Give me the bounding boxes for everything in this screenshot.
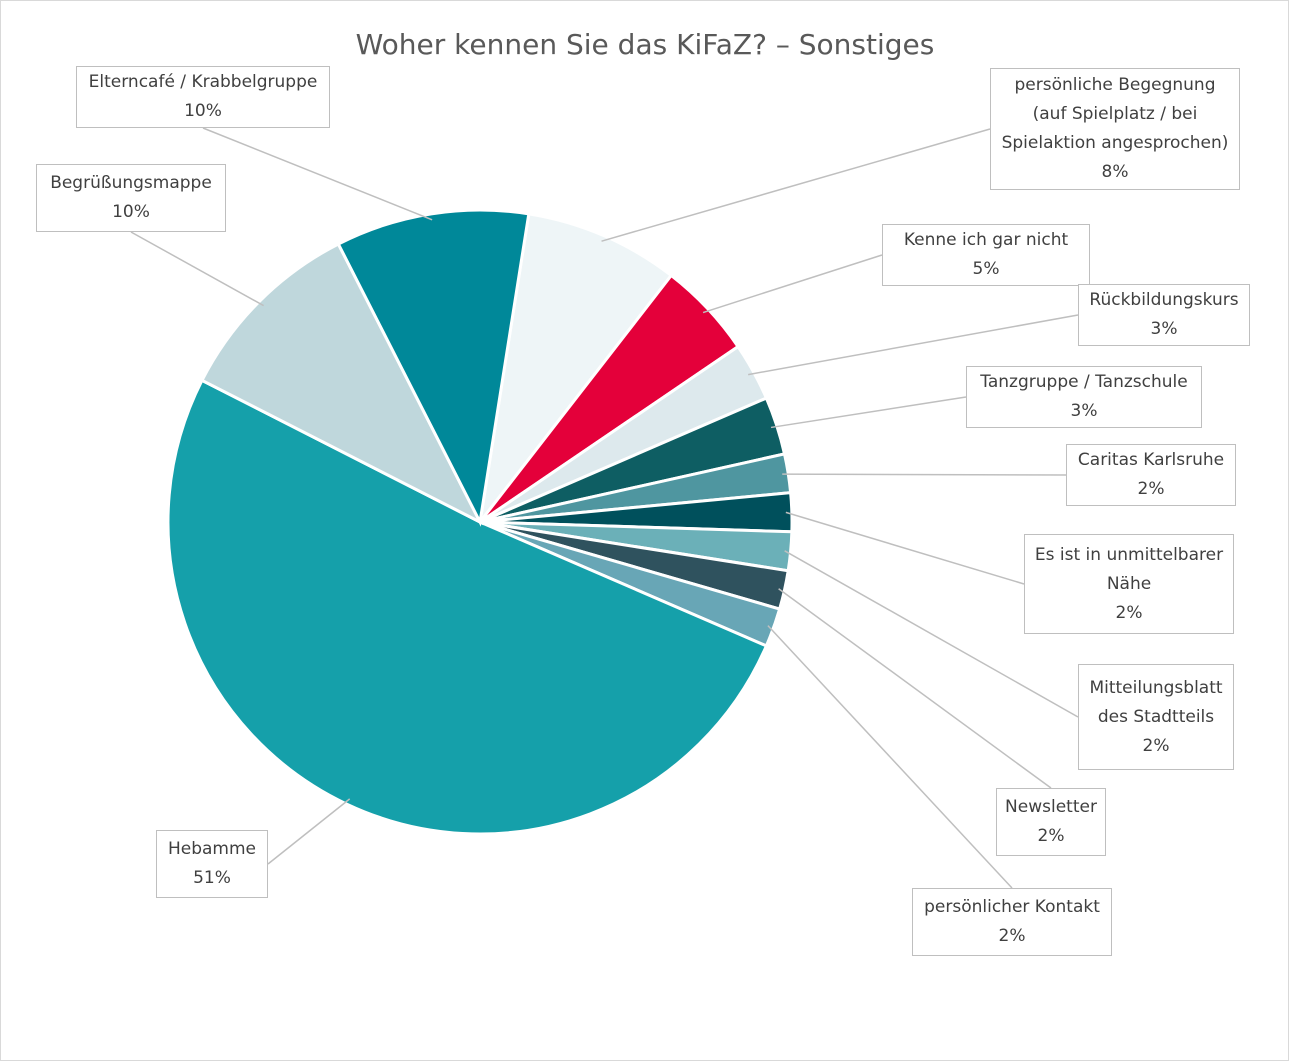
label-value: 10%: [184, 101, 222, 121]
label-category: Hebamme: [167, 839, 257, 859]
label-value: 10%: [112, 202, 150, 222]
leader-line: [784, 550, 1079, 718]
data-label: Caritas Karlsruhe 2%: [1066, 444, 1236, 506]
label-value: 2%: [1137, 479, 1165, 499]
label-value: 3%: [1150, 319, 1178, 339]
label-value: 5%: [972, 259, 1000, 279]
data-label: Begrüßungsmappe 10%: [36, 164, 226, 232]
leader-line: [202, 127, 433, 221]
label-value: 2%: [1037, 826, 1065, 846]
label-value: 8%: [1101, 162, 1129, 182]
data-label: Rückbildungskurs 3%: [1078, 284, 1250, 346]
label-category: Mitteilungsblatt des Stadtteils: [1089, 677, 1223, 727]
label-category: Elterncafé / Krabbelgruppe: [88, 72, 318, 92]
data-label: Tanzgruppe / Tanzschule 3%: [966, 366, 1202, 428]
label-category: persönliche Begegnung (auf Spielplatz / …: [1001, 75, 1229, 153]
data-label: persönliche Begegnung (auf Spielplatz / …: [990, 68, 1240, 190]
data-label: Newsletter 2%: [996, 788, 1106, 856]
leader-line: [770, 396, 967, 429]
label-value: 2%: [998, 926, 1026, 946]
leader-line: [601, 128, 991, 242]
leader-line: [785, 511, 1025, 585]
label-category: Kenne ich gar nicht: [903, 230, 1069, 250]
pie-slice: [478, 212, 674, 523]
leader-line: [702, 254, 883, 314]
label-category: Caritas Karlsruhe: [1077, 450, 1225, 470]
label-category: Tanzgruppe / Tanzschule: [980, 372, 1188, 392]
label-category: Es ist in unmittelbarer Nähe: [1034, 544, 1224, 594]
label-value: 51%: [193, 868, 231, 888]
leader-line: [748, 314, 1079, 376]
leader-line: [782, 473, 1067, 476]
data-label: Elterncafé / Krabbelgruppe 10%: [76, 66, 330, 128]
pie-slice: [336, 208, 531, 527]
leader-line: [778, 588, 1052, 789]
chart-title: Woher kennen Sie das KiFaZ? – Sonstiges: [355, 28, 935, 61]
data-label: Mitteilungsblatt des Stadtteils 2%: [1078, 664, 1234, 770]
label-category: Newsletter: [1005, 797, 1097, 817]
leader-line: [767, 625, 1013, 889]
leader-line: [267, 798, 351, 865]
label-category: Begrüßungsmappe: [50, 173, 212, 193]
label-value: 2%: [1142, 735, 1170, 756]
label-value: 2%: [1115, 602, 1143, 623]
data-label: persönlicher Kontakt 2%: [912, 888, 1112, 956]
pie-slice: [166, 378, 769, 836]
data-label: Kenne ich gar nicht 5%: [882, 224, 1090, 286]
label-category: Rückbildungskurs: [1089, 290, 1239, 310]
label-category: persönlicher Kontakt: [924, 897, 1100, 917]
leader-line: [130, 231, 264, 307]
label-value: 3%: [1070, 401, 1098, 421]
data-label: Es ist in unmittelbarer Nähe 2%: [1024, 534, 1234, 634]
pie-slice: [199, 241, 484, 526]
data-label: Hebamme 51%: [156, 830, 268, 898]
